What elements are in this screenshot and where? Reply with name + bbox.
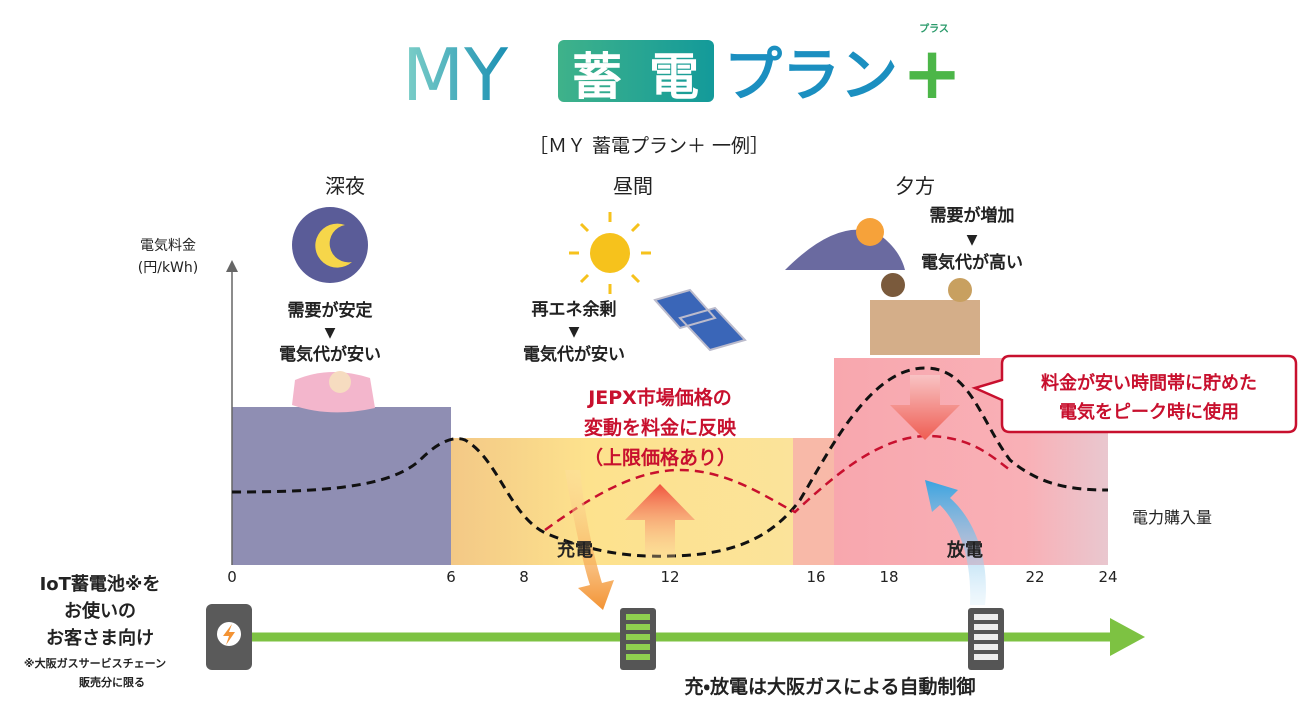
logo-my: MY (402, 33, 509, 117)
x-tick-label: 6 (446, 568, 456, 586)
footnote: ※大阪ガスサービスチェーン (24, 656, 166, 670)
x-tick-label: 16 (806, 568, 825, 586)
x-tick-label: 24 (1098, 568, 1117, 586)
solar-panels (655, 290, 745, 350)
x-tick-label: 22 (1025, 568, 1044, 586)
x-tick-label: 0 (227, 568, 237, 586)
x-tick-label: 18 (879, 568, 898, 586)
transition-block (793, 438, 834, 565)
y-axis-arrow (226, 260, 238, 272)
timeline-arrow (1110, 618, 1145, 656)
target-text: お客さま向け (46, 627, 154, 649)
y-axis-label: 電気料金 (140, 238, 196, 254)
diner-head (881, 273, 905, 297)
y-axis-label: (円/kWh) (138, 260, 198, 276)
control-text: 充・放電は大阪ガスによる自動制御 (685, 675, 976, 698)
subtitle: ［ＭＹ 蓄電プラン＋ 一例］ (529, 135, 769, 157)
note-arrow: ▼ (325, 325, 336, 341)
diner-head (948, 278, 972, 302)
discharge-label: 放電 (946, 539, 983, 561)
note-arrow: ▼ (569, 324, 580, 340)
note-text: 需要が増加 (930, 205, 1015, 226)
note-text: 電気代が安い (279, 344, 381, 365)
logo-plan: プラン (724, 41, 898, 109)
page: MY 蓄 電 プラン プラス + ［ＭＹ 蓄電プラン＋ 一例］ 深夜 昼間 夕方… (0, 0, 1298, 702)
period-label: 夕方 (895, 174, 935, 198)
target-text: お使いの (64, 601, 136, 622)
note-arrow: ▼ (967, 232, 978, 248)
logo-chiku: 蓄 (572, 48, 622, 106)
jepx-text: 変動を料金に反映 (584, 416, 737, 439)
diagram: MY 蓄 電 プラン プラス + ［ＭＹ 蓄電プラン＋ 一例］ 深夜 昼間 夕方… (0, 0, 1298, 702)
diners (870, 300, 980, 355)
sunset (856, 218, 884, 246)
callout-text: 電気をピーク時に使用 (1059, 401, 1239, 423)
note-text: 需要が安定 (288, 300, 373, 321)
logo-den: 電 (649, 48, 699, 106)
logo-plus: + (902, 31, 962, 115)
period-label: 昼間 (613, 174, 653, 198)
target-text: IoT蓄電池※を (40, 573, 161, 595)
moon-bg (292, 207, 368, 283)
note-text: 電気代が高い (921, 252, 1023, 273)
callout-text: 料金が安い時間帯に貯めた (1041, 372, 1257, 394)
x-tick-label: 8 (519, 568, 529, 586)
charge-label: 充電 (557, 540, 593, 561)
jepx-text: （上限価格あり） (584, 446, 736, 469)
note-text: 再エネ余剰 (532, 299, 617, 320)
footnote: 販売分に限る (78, 675, 145, 689)
jepx-text: JEPX市場価格の (586, 386, 732, 409)
sleeper-head (329, 371, 351, 393)
logo: MY 蓄 電 プラン プラス + (402, 22, 962, 117)
curve-label: 電力購入量 (1132, 508, 1212, 527)
x-tick-label: 12 (660, 568, 679, 586)
period-label: 深夜 (325, 174, 365, 198)
note-text: 電気代が安い (523, 344, 625, 365)
mountain (785, 230, 905, 270)
sun (590, 233, 630, 273)
